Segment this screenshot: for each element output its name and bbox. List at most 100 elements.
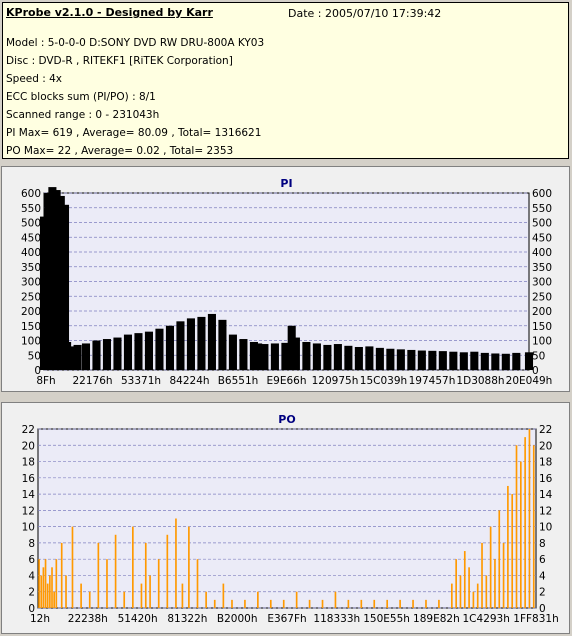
pi-bar (39, 216, 49, 370)
po-bar (463, 551, 466, 608)
po-bar (295, 591, 298, 608)
pi-bar (417, 350, 426, 370)
po-bar (412, 599, 414, 608)
pi-bar (386, 348, 395, 370)
po-bar (334, 591, 337, 608)
x-tick-label: 12h (30, 613, 50, 625)
y-tick-label: 12 (22, 505, 35, 517)
pi-bar (270, 343, 279, 370)
pi-bar (396, 349, 405, 370)
pi-bar (102, 339, 112, 370)
y-tick-label: 22 (22, 424, 35, 436)
y-tick-label: 100 (21, 336, 41, 348)
pi-bar (491, 353, 500, 370)
y-tick-label: 450 (21, 232, 41, 244)
info-ecc: ECC blocks sum (PI/PO) : 8/1 (6, 91, 156, 103)
x-tick-label: 53371h (121, 375, 161, 387)
pi-chart: PI 0 0 50 50 100 100 150 150 200 200 250 250 300 300 35… (21, 177, 552, 387)
y-tick-label-right: 16 (539, 473, 553, 485)
pi-bar (480, 352, 489, 370)
pi-bar (281, 342, 290, 370)
po-bar (308, 599, 311, 608)
po-bar (519, 461, 522, 608)
y-tick-label: 400 (21, 247, 41, 259)
x-tick-label: 8Fh (36, 375, 55, 387)
pi-bar (524, 352, 534, 370)
pi-bar (81, 343, 91, 370)
y-tick-label-right: 250 (532, 291, 552, 303)
po-bar (71, 526, 74, 608)
po-bar (438, 599, 440, 608)
x-tick-label: E367Fh (267, 613, 306, 625)
pi-bar (344, 345, 353, 370)
pi-bar (512, 352, 521, 370)
po-bar (459, 575, 462, 608)
pi-bar (260, 344, 269, 370)
po-bar (175, 518, 177, 608)
po-bar (498, 510, 501, 608)
app-title: KProbe v2.1.0 - Designed by Karr (6, 6, 213, 19)
po-bar (425, 599, 427, 608)
x-tick-label: 1FF831h (513, 613, 558, 625)
po-bar (188, 526, 190, 608)
po-bar (373, 599, 376, 608)
pi-bar (44, 193, 53, 370)
po-bar (360, 599, 363, 608)
po-bar (485, 575, 488, 608)
y-tick-label-right: 14 (539, 489, 553, 501)
po-bar (515, 445, 518, 608)
po-bar (524, 437, 526, 608)
pi-bar (48, 187, 57, 370)
po-bar (49, 575, 51, 608)
po-bar (166, 534, 169, 608)
y-tick-label-right: 500 (532, 218, 552, 230)
x-tick-label: 197457h (409, 375, 456, 387)
scan-date: Date : 2005/07/10 17:39:42 (288, 7, 442, 20)
pi-bar (254, 343, 263, 370)
po-chart-panel: PO 0 0 2 2 4 4 6 6 8 8 10 10 12 12 14 14 16 16 18 18 20 20 22 22… (1, 402, 570, 634)
po-bar (42, 567, 45, 608)
po-bar (60, 542, 63, 608)
info-pi-stats: PI Max= 619 , Average= 80.09 , Total= 13… (6, 127, 262, 139)
po-bar (205, 591, 207, 608)
po-bar (106, 559, 108, 608)
info-disc: Disc : DVD-R , RITEKF1 [RiTEK Corporatio… (6, 55, 233, 67)
y-tick-label: 150 (21, 321, 41, 333)
y-tick-label: 14 (22, 489, 36, 501)
x-tick-label: 150E55h (363, 613, 410, 625)
po-bar (244, 599, 246, 608)
y-tick-label: 550 (21, 203, 41, 215)
pi-bar (92, 340, 101, 370)
po-bar (222, 583, 225, 608)
pi-chart-panel: PI 0 0 50 50 100 100 150 150 200 200 250 250 300 300 35… (1, 166, 570, 392)
x-tick-label: 84224h (169, 375, 209, 387)
po-bar (38, 559, 40, 608)
x-tick-label: 81322h (167, 613, 207, 625)
y-tick-label: 2 (28, 587, 35, 599)
y-tick-label: 6 (28, 554, 35, 566)
x-tick-label: 1C4293h (463, 613, 510, 625)
pi-bar (354, 346, 363, 370)
po-bar (502, 542, 505, 608)
po-bar (282, 599, 285, 608)
y-tick-label: 250 (21, 291, 41, 303)
pi-bar (186, 318, 195, 370)
po-bar (65, 575, 67, 608)
pi-bar (239, 339, 248, 370)
x-tick-label: B6551h (218, 375, 259, 387)
pi-bar (287, 325, 296, 370)
y-tick-label-right: 550 (532, 203, 552, 215)
y-tick-label-right: 450 (532, 232, 552, 244)
y-tick-label-right: 300 (532, 277, 552, 289)
y-tick-label: 20 (22, 440, 35, 452)
y-tick-label-right: 12 (539, 505, 552, 517)
y-tick-label: 300 (21, 277, 41, 289)
pi-bar (134, 333, 143, 370)
pi-bar (218, 319, 227, 370)
pi-bar (501, 353, 510, 370)
y-tick-label-right: 0 (539, 603, 546, 615)
pi-bar (60, 204, 70, 370)
x-tick-label: B2000h (217, 613, 258, 625)
pi-bar (333, 344, 342, 370)
